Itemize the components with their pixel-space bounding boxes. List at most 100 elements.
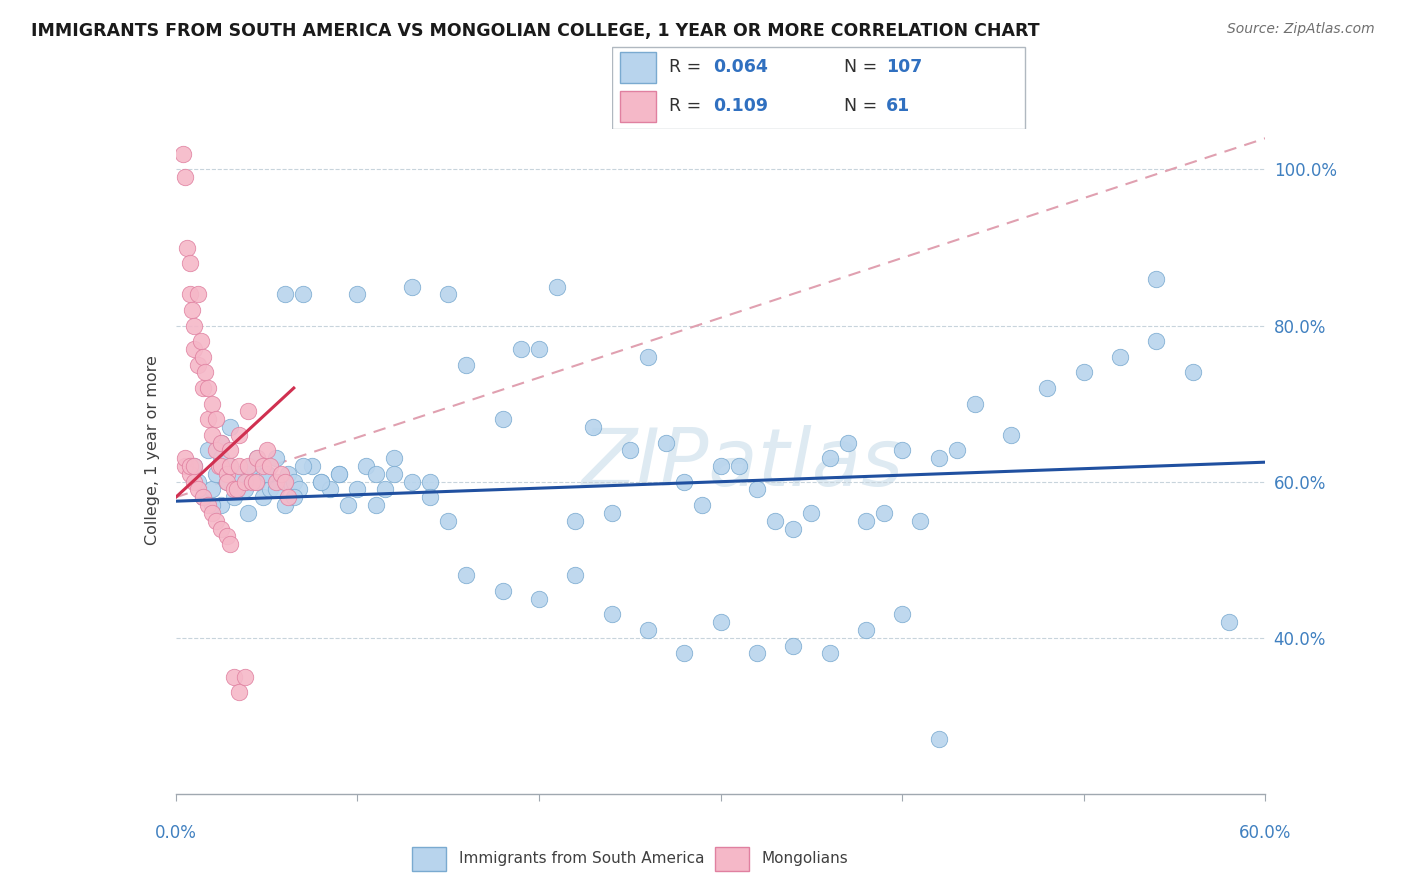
Point	[179, 459, 201, 474]
Point	[173, 451, 195, 466]
Point	[309, 475, 332, 489]
Point	[727, 459, 749, 474]
Point	[240, 459, 263, 474]
Point	[259, 483, 281, 497]
Point	[910, 514, 932, 528]
Point	[233, 475, 256, 489]
Point	[228, 475, 250, 489]
Point	[274, 287, 297, 301]
Point	[256, 443, 278, 458]
Point	[226, 483, 249, 497]
Point	[319, 483, 342, 497]
Point	[309, 475, 332, 489]
Point	[186, 287, 209, 301]
Point	[204, 412, 226, 426]
Point	[219, 420, 242, 434]
Point	[745, 483, 768, 497]
Point	[173, 459, 195, 474]
Point	[186, 475, 209, 489]
Point	[346, 287, 368, 301]
Point	[222, 483, 245, 497]
Text: 0.0%: 0.0%	[155, 824, 197, 842]
Point	[246, 451, 269, 466]
Bar	[620, 53, 657, 83]
Point	[928, 451, 950, 466]
Point	[246, 451, 269, 466]
Point	[219, 459, 242, 474]
Point	[800, 506, 823, 520]
Point	[346, 483, 368, 497]
Point	[1073, 366, 1095, 380]
Point	[401, 279, 423, 293]
Point	[197, 498, 219, 512]
Text: R =: R =	[669, 58, 706, 76]
Point	[201, 498, 224, 512]
Point	[564, 514, 586, 528]
Text: Immigrants from South America: Immigrants from South America	[458, 852, 704, 866]
Point	[176, 240, 198, 255]
Point	[183, 342, 205, 356]
Point	[209, 451, 232, 466]
Point	[492, 583, 515, 598]
Point	[209, 435, 232, 450]
Point	[419, 475, 441, 489]
Point	[264, 451, 287, 466]
Point	[855, 623, 877, 637]
Point	[509, 342, 531, 356]
Point	[564, 568, 586, 582]
Text: 60.0%: 60.0%	[1239, 824, 1292, 842]
Point	[337, 498, 360, 512]
Point	[492, 412, 515, 426]
Point	[228, 685, 250, 699]
Point	[382, 467, 405, 481]
Point	[238, 506, 260, 520]
Point	[219, 443, 242, 458]
Point	[456, 358, 478, 372]
Point	[179, 256, 201, 270]
Point	[1146, 334, 1168, 348]
Text: 0.064: 0.064	[713, 58, 768, 76]
Point	[527, 342, 550, 356]
Point	[191, 350, 214, 364]
Point	[401, 475, 423, 489]
Point	[673, 646, 696, 660]
Point	[197, 381, 219, 395]
Point	[173, 170, 195, 185]
Point	[209, 459, 232, 474]
Point	[252, 491, 274, 505]
Point	[301, 459, 323, 474]
Point	[818, 451, 841, 466]
Point	[1109, 350, 1132, 364]
Point	[191, 491, 214, 505]
Point	[264, 483, 287, 497]
Point	[710, 459, 733, 474]
Point	[1146, 271, 1168, 285]
Point	[256, 467, 278, 481]
Bar	[620, 91, 657, 121]
Point	[673, 475, 696, 489]
Point	[600, 506, 623, 520]
Point	[190, 334, 212, 348]
Point	[222, 491, 245, 505]
Point	[256, 467, 278, 481]
Point	[215, 475, 238, 489]
Point	[637, 350, 659, 364]
Point	[873, 506, 896, 520]
Point	[240, 475, 263, 489]
Point	[179, 287, 201, 301]
Point	[328, 467, 350, 481]
Point	[655, 435, 678, 450]
Point	[201, 397, 224, 411]
Point	[219, 537, 242, 551]
Point	[527, 591, 550, 606]
Point	[364, 498, 387, 512]
Point	[233, 483, 256, 497]
Text: Mongolians: Mongolians	[762, 852, 848, 866]
Point	[194, 366, 217, 380]
Point	[209, 435, 232, 450]
Point	[259, 459, 281, 474]
Point	[186, 483, 209, 497]
Point	[197, 412, 219, 426]
Point	[945, 443, 967, 458]
Text: IMMIGRANTS FROM SOUTH AMERICA VS MONGOLIAN COLLEGE, 1 YEAR OR MORE CORRELATION C: IMMIGRANTS FROM SOUTH AMERICA VS MONGOLI…	[31, 22, 1039, 40]
